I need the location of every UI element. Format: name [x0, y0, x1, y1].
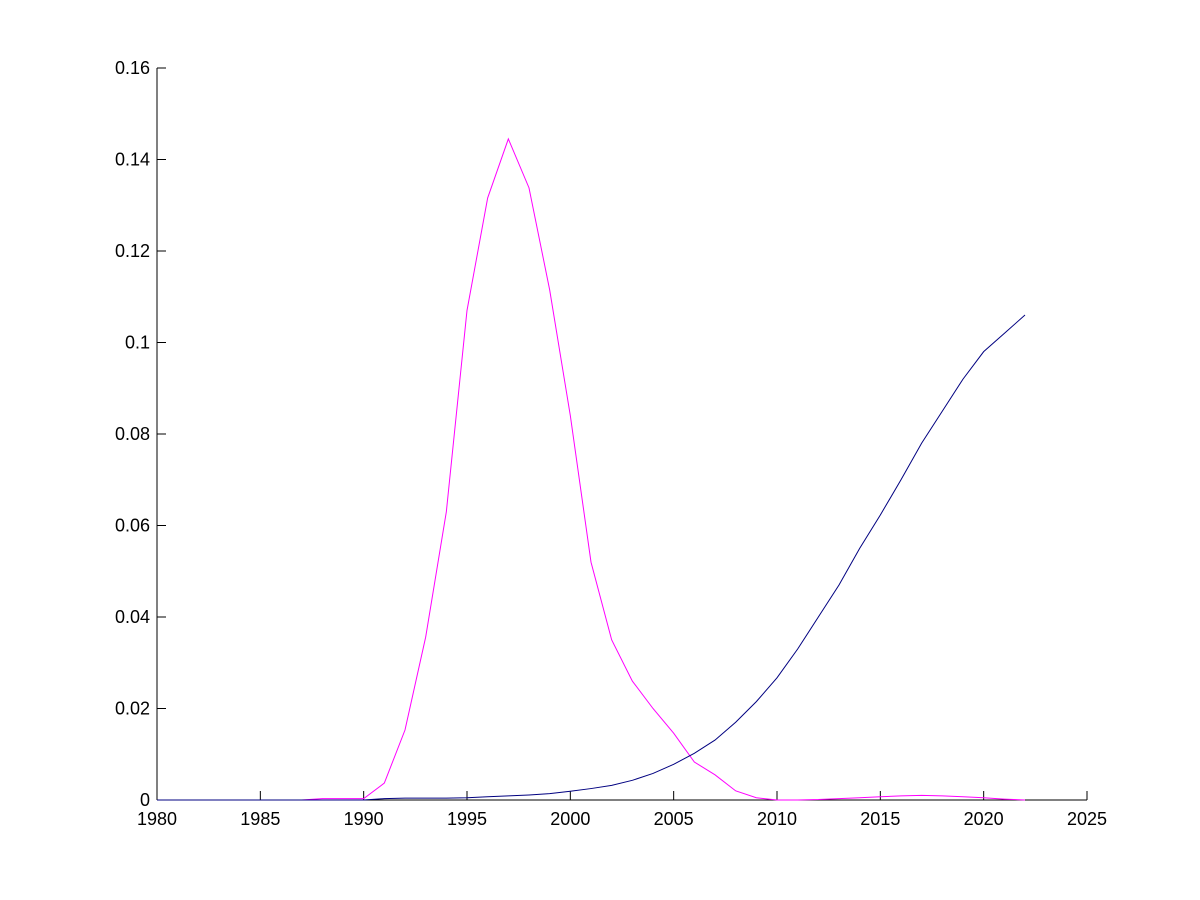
x-tick-label: 2010 — [757, 809, 797, 829]
x-tick-label: 1995 — [447, 809, 487, 829]
y-tick-label: 0.02 — [115, 699, 150, 719]
x-tick-label: 2015 — [860, 809, 900, 829]
x-tick-label: 2025 — [1067, 809, 1107, 829]
x-tick-label: 1980 — [137, 809, 177, 829]
y-tick-label: 0 — [140, 790, 150, 810]
line-series — [157, 137, 1026, 801]
y-tick-label: 0.1 — [125, 333, 150, 353]
x-tick-label: 1990 — [344, 809, 384, 829]
y-tick-label: 0.04 — [115, 607, 150, 627]
line-series — [157, 314, 1026, 801]
y-tick-label: 0.08 — [115, 424, 150, 444]
x-tick-label: 2005 — [654, 809, 694, 829]
y-tick-label: 0.12 — [115, 241, 150, 261]
x-tick-label: 2020 — [964, 809, 1004, 829]
y-tick-label: 0.16 — [115, 58, 150, 78]
x-tick-label: 2000 — [550, 809, 590, 829]
y-tick-label: 0.06 — [115, 516, 150, 536]
y-tick-label: 0.14 — [115, 150, 150, 170]
x-tick-label: 1985 — [240, 809, 280, 829]
